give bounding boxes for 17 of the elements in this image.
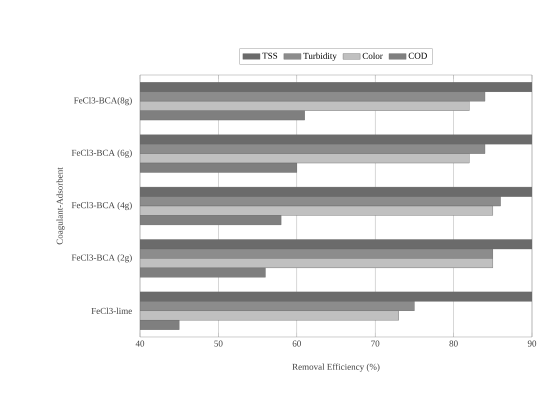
x-tick-label: 90	[528, 340, 536, 347]
y-tick-label: FeCl3-BCA (4g)	[72, 202, 132, 210]
x-axis-title: Removal Efficiency (%)	[292, 363, 380, 372]
x-tick-label: 50	[214, 340, 223, 347]
y-tick-label: FeCl3-BCA (2g)	[72, 254, 132, 262]
x-tick-label: 80	[449, 340, 458, 347]
x-tick-label: 60	[292, 340, 301, 347]
y-tick-label: FeCl3-lime	[91, 308, 132, 314]
legend-label: Color	[362, 52, 383, 59]
legend-label: TSS	[262, 52, 278, 59]
x-tick-label: 40	[136, 340, 144, 347]
y-axis-title: Coagulant-Adsorbent	[56, 167, 65, 244]
x-tick-label: 70	[371, 340, 380, 347]
y-tick-label: FeCl3-BCA(8g)	[74, 97, 132, 106]
legend-label: COD	[408, 52, 427, 59]
y-tick-label: FeCl3-BCA (6g)	[72, 150, 132, 158]
legend-label: Turbidity	[303, 52, 337, 61]
